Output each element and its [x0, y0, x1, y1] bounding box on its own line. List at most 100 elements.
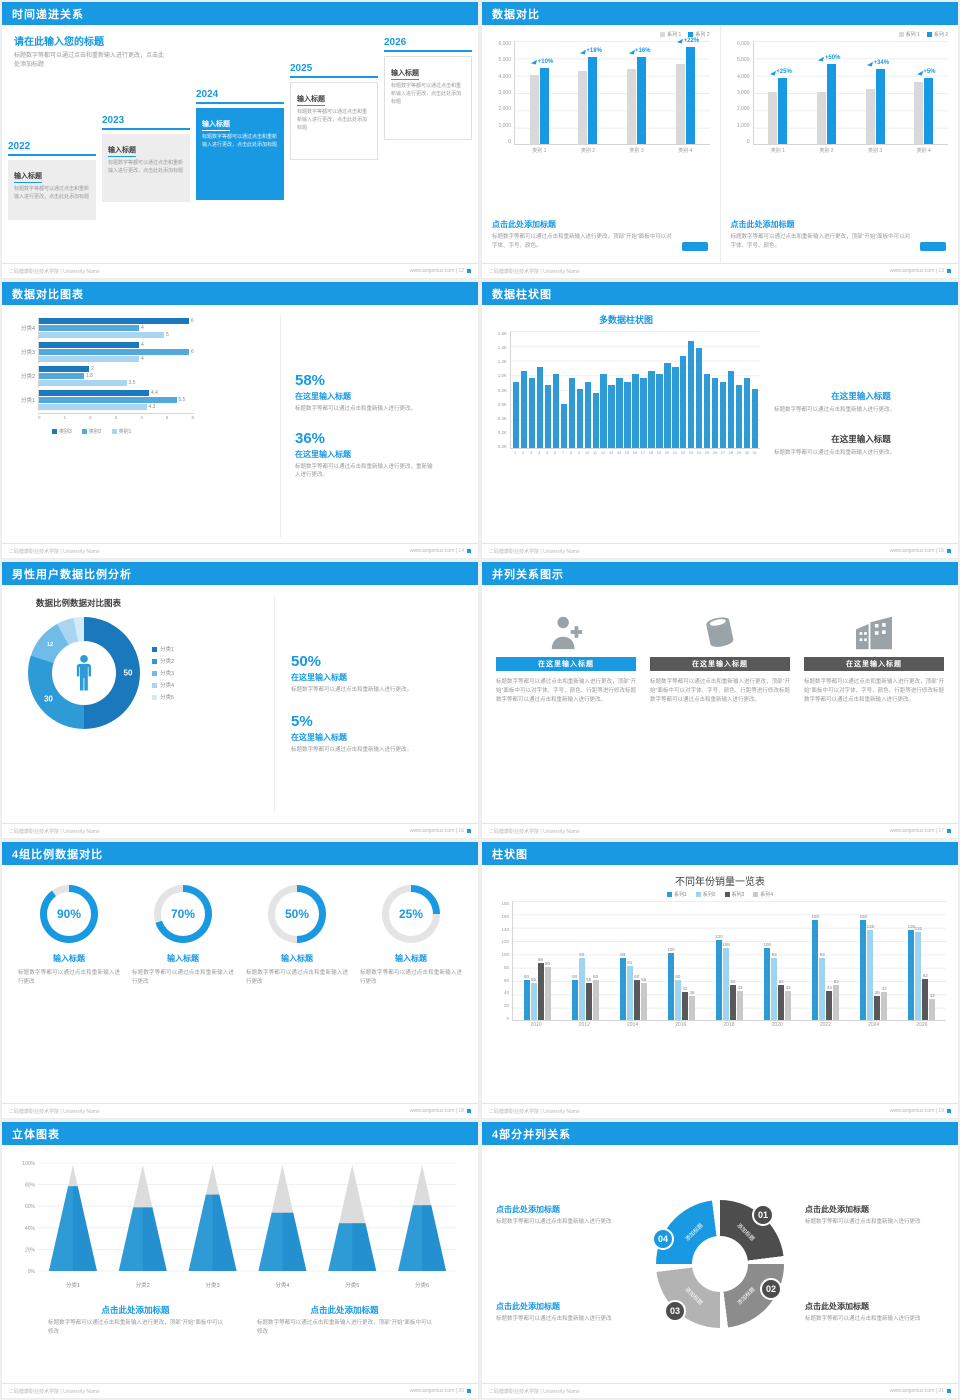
bar-wrapper: 55 [640, 901, 647, 1020]
slide-15[interactable]: 数据柱状图 多数据柱状图 1.6K 1.4K 1.2K 1.0K 0.8K 0.6K 0.4… [481, 281, 959, 559]
ring-percent: 90% [47, 892, 91, 936]
slide-20-header-bar: 立体图表 [2, 1122, 478, 1145]
legend-label: 分类2 [160, 659, 175, 665]
bar-row: 分类1 4.4 5.5 4.3 [12, 389, 270, 411]
stat-title: 在这里输入标题 [295, 449, 351, 459]
value-label: 52 [833, 979, 839, 985]
value-label: 4 [141, 342, 144, 348]
timeline-box: 输入标题 标题数字等都可以通过点击和重新输入进行更改，点击此处添加标题 [8, 160, 96, 220]
cta-title: 点击此处添加标题 [101, 1305, 170, 1315]
footer-right: www.aotgenius.com | 20 [410, 1388, 471, 1394]
slide-14[interactable]: 数据对比图表 分类4 6 4 5 分类3 4 6 4 分类2 2 1.8 3.5 分类1 4.4 5.5 4.… [1, 281, 479, 559]
cursor-icon [866, 60, 874, 67]
slide-18[interactable]: 4组比例数据对比 90% 输入标题 标题数字等都可以通过点击和重新输入进行更改 … [1, 841, 479, 1119]
bar [513, 381, 520, 448]
svg-text:20%: 20% [25, 1247, 36, 1253]
x-tick-label: 12 [600, 450, 606, 455]
s12-timeline: 2022 输入标题 标题数字等都可以通过点击和重新输入进行更改，点击此处添加标题 20… [2, 25, 478, 263]
x-tick-label: 7 [562, 450, 565, 455]
s14-stats: 58% 在这里输入标题 标题数字等都可以通过点击和重新输入进行更改。 36% 在… [280, 315, 468, 537]
card-body: 标题数字等都可以通过点击和重新输入进行更改，顶部“开始”面板中可以对字体、字号、… [650, 679, 790, 704]
bar [688, 996, 695, 1020]
s18-ring-0: 90% [40, 885, 98, 943]
legend-label: 类别2 [88, 429, 102, 435]
value-label: 60 [634, 974, 640, 979]
slide-16[interactable]: 男性用户数据比例分析 数据比例数据对比图表 50 30 [1, 561, 479, 839]
bar [751, 389, 759, 448]
bar [585, 983, 592, 1020]
slide-21[interactable]: 4部分并列关系 点击此处添加标题 标题数字等都可以通过点击和重新输入进行更改 点… [481, 1121, 959, 1399]
slide-13[interactable]: 数据对比 系列 1 系列 2 6,000 5,000 4,000 3,000 2,000… [481, 1, 959, 279]
bar-group: +5% 类别 4 [902, 41, 946, 154]
slide-12-header-bar: 时间递进关系 [2, 2, 478, 25]
bars: 6 4 5 [38, 317, 270, 339]
item-body: 标题数字等都可以通过点击和重新输入进行更改 [132, 970, 234, 985]
value-label: 42 [682, 986, 688, 991]
bar [560, 403, 568, 448]
nurse-icon [551, 616, 583, 650]
slide-12-body: 请在此输入您的标题 标题数字等都可以通过点击和重新输入进行更改，点击此处添加标题… [2, 25, 478, 263]
bar [626, 966, 633, 1020]
slide-12[interactable]: 时间递进关系 请在此输入您的标题 标题数字等都可以通过点击和重新输入进行更改，点… [1, 1, 479, 279]
slide-19[interactable]: 柱状图 不同年份销量一览表 系列1 系列2 系列3 系列4 180 160 140 120 1… [481, 841, 959, 1119]
growth-label: +50% [818, 55, 840, 62]
cursor-icon [628, 48, 635, 55]
x-tick-label: 5 [546, 450, 549, 455]
slide-17[interactable]: 并列关系图示 在这里输入标题 标题数字等都可以通过点击和重新输入进行更改，顶部“… [481, 561, 959, 839]
value-label: 86 [538, 956, 544, 962]
slide-15-body: 多数据柱状图 1.6K 1.4K 1.2K 1.0K 0.8K 0.6K 0.4K 0.2K 0… [482, 305, 958, 543]
segment-value: 30 [43, 694, 53, 704]
bar-wrapper: 108 [763, 901, 771, 1020]
x-category-label: 2018 [723, 1022, 735, 1028]
bar [812, 920, 819, 1020]
legend-item: 类别3 [52, 428, 72, 435]
timeline-box-body: 标题数字等都可以通过点击和重新输入进行更改，点击此处添加标题 [108, 160, 184, 174]
legend-item: 系列 1 [660, 31, 681, 38]
x-category-label: 2022 [819, 1022, 831, 1028]
title-block: 请在此输入您的标题 标题数字等都可以通过点击和重新输入进行更改，点击此处添加标题 [14, 33, 194, 71]
bars [768, 78, 788, 144]
slide-20[interactable]: 立体图表 100% 80% 60% 40% 20% 0% 分类1 分类2 分类3 分类4 分类5 分类… [1, 1121, 479, 1399]
legend-label: 分类3 [160, 671, 175, 677]
more-button[interactable] [681, 242, 708, 251]
content-title: 请在此输入您的标题 [14, 37, 104, 48]
text-block: 点击此处添加标题 标题数字等都可以通过点击和重新输入进行更改 [496, 1204, 635, 1227]
bar-group: 108 93 52 43 [763, 901, 792, 1020]
slide-20-body: 100% 80% 60% 40% 20% 0% 分类1 分类2 分类3 分类4 分类5 分类6 点击此… [2, 1145, 478, 1383]
s15-yaxis: 1.6K 1.4K 1.2K 1.0K 0.8K 0.6K 0.4K 0.2K 0.0K [492, 331, 510, 449]
bar [681, 992, 688, 1020]
more-button[interactable] [920, 242, 946, 251]
value-label: 4.4 [151, 390, 158, 396]
value-label: 1.8 [86, 373, 93, 379]
bar [867, 930, 874, 1020]
legend-item: 分类2 [152, 657, 174, 665]
ring-percent: 25% [389, 892, 433, 936]
svg-text:分类4: 分类4 [275, 1281, 289, 1289]
value-label: 52 [730, 979, 736, 985]
slide-17-header-bar: 并列关系图示 [482, 562, 958, 585]
value-label: 36 [689, 990, 695, 995]
stat-block: 36% 在这里输入标题 标题数字等都可以通过点击和重新输入进行更改，重新输入进行… [295, 430, 468, 481]
s21-center: 01 02 03 04 添加标题 添加标题 添加标题 添加标题 [645, 1155, 795, 1373]
stat-block: 58% 在这里输入标题 标题数字等都可以通过点击和重新输入进行更改。 [295, 372, 468, 414]
stat-block: 在这里输入标题 标题数字等都可以通过点击和重新输入进行更改。 [774, 433, 948, 458]
step-badge: 02 [760, 1278, 782, 1300]
slide-13-body: 系列 1 系列 2 6,000 5,000 4,000 3,000 2,000 1,000… [482, 25, 958, 263]
cta-block: 点击此处添加标题 标题数字等都可以通过点击和重新输入进行更改，顶部“开始”面板中… [257, 1304, 432, 1337]
text-block: 点击此处添加标题 标题数字等都可以通过点击和重新输入进行更改 [496, 1301, 635, 1324]
value-label: 60 [593, 974, 599, 979]
value-label: 32 [929, 992, 935, 998]
x-tick-label: 13 [608, 450, 614, 455]
y-tick-label: 0.6K [497, 401, 507, 407]
y-tick-label: 0 [506, 1015, 509, 1021]
block-title: 点击此处添加标题 [496, 1205, 560, 1215]
value-label: 150 [859, 914, 868, 919]
s13-halves: 系列 1 系列 2 6,000 5,000 4,000 3,000 2,000 1,000… [482, 25, 958, 263]
x-tick-label: 30 [744, 450, 750, 455]
legend-item: 系列2 [695, 891, 716, 898]
growth-label: +34% [866, 60, 889, 67]
y-tick-label: 160 [501, 913, 509, 919]
legend-item: 系列3 [724, 891, 744, 898]
bar [592, 392, 599, 448]
